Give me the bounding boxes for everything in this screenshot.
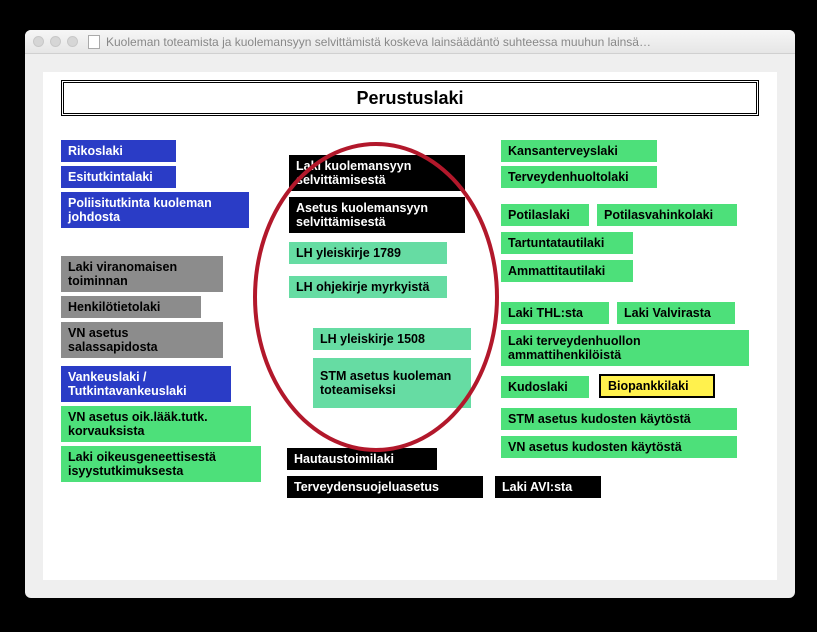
law-box-vankeus: Vankeuslaki / Tutkintavankeuslaki [61, 366, 231, 402]
law-box-stm-kudos: STM asetus kudosten käytöstä [501, 408, 737, 430]
law-box-avi: Laki AVI:sta [495, 476, 601, 498]
law-box-vn-oiklaak: VN asetus oik.lääk.tutk. korvauksista [61, 406, 251, 442]
law-box-asetus-kuols: Asetus kuolemansyyn selvittämisestä [289, 197, 465, 233]
law-box-laki-kuols: Laki kuolemansyyn selvittämisestä [289, 155, 465, 191]
law-box-potilasvah: Potilasvahinkolaki [597, 204, 737, 226]
law-box-lh1508: LH yleiskirje 1508 [313, 328, 471, 350]
close-icon[interactable] [33, 36, 44, 47]
zoom-icon[interactable] [67, 36, 78, 47]
law-box-ammatti: Ammattitautilaki [501, 260, 633, 282]
header-box: Perustuslaki [61, 80, 759, 116]
law-box-henkilotieto: Henkilötietolaki [61, 296, 201, 318]
law-box-esitutkintalaki: Esitutkintalaki [61, 166, 176, 188]
law-box-viranom: Laki viranomaisen toiminnan [61, 256, 223, 292]
titlebar: Kuoleman toteamista ja kuolemansyyn selv… [25, 30, 795, 54]
law-box-kudos: Kudoslaki [501, 376, 589, 398]
law-box-oikgen: Laki oikeusgeneettisestä isyystutkimukse… [61, 446, 261, 482]
law-box-vn-salassa: VN asetus salassapidosta [61, 322, 223, 358]
document-canvas: Perustuslaki Rikoslaki Esitutkintalaki Pol… [43, 72, 777, 580]
law-box-ammhenk: Laki terveydenhuollon ammattihenkilöistä [501, 330, 749, 366]
document-icon [88, 35, 100, 49]
window-controls [33, 36, 78, 47]
law-box-kansantv: Kansanterveyslaki [501, 140, 657, 162]
law-box-potilas: Potilaslaki [501, 204, 589, 226]
law-box-vn-kudos: VN asetus kudosten käytöstä [501, 436, 737, 458]
minimize-icon[interactable] [50, 36, 61, 47]
law-box-lh1789: LH yleiskirje 1789 [289, 242, 447, 264]
app-window: Kuoleman toteamista ja kuolemansyyn selv… [25, 30, 795, 598]
window-title: Kuoleman toteamista ja kuolemansyyn selv… [106, 35, 787, 49]
law-box-valvira: Laki Valvirasta [617, 302, 735, 324]
law-box-stm-kuol: STM asetus kuoleman toteamiseksi [313, 358, 471, 408]
law-box-tervsuoj: Terveydensuojeluasetus [287, 476, 483, 498]
law-box-biopankki: Biopankkilaki [599, 374, 715, 398]
diagram-stage: Perustuslaki Rikoslaki Esitutkintalaki Pol… [51, 80, 769, 572]
law-box-tartunta: Tartuntatautilaki [501, 232, 633, 254]
law-box-poliisitutk: Poliisitutkinta kuoleman johdosta [61, 192, 249, 228]
law-box-lh-myrk: LH ohjekirje myrkyistä [289, 276, 447, 298]
header-title: Perustuslaki [356, 88, 463, 109]
law-box-thl: Laki THL:sta [501, 302, 609, 324]
law-box-tervhuolto: Terveydenhuoltolaki [501, 166, 657, 188]
law-box-hautaus: Hautaustoimilaki [287, 448, 437, 470]
law-box-rikoslaki: Rikoslaki [61, 140, 176, 162]
